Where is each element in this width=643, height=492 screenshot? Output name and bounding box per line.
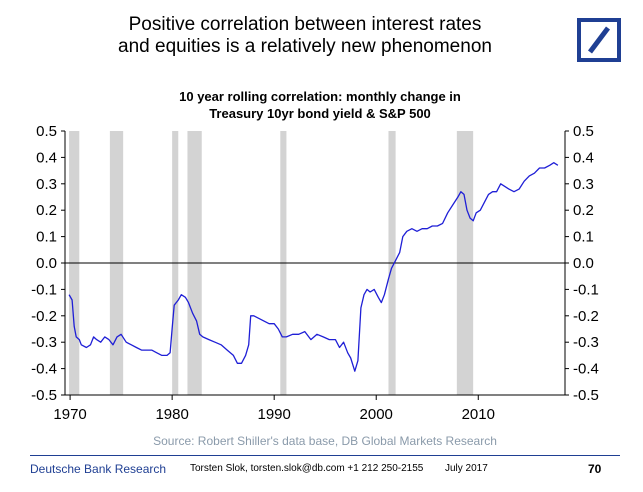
y-tick-label-left-1: 0.4 — [36, 149, 57, 166]
x-tick-label-1: 1980 — [155, 406, 188, 423]
y-tick-label-left-10: -0.5 — [31, 387, 57, 404]
x-tick-label-0: 1970 — [53, 406, 86, 423]
page-number: 70 — [588, 462, 602, 476]
footer-contact: Torsten Slok, torsten.slok@db.com +1 212… — [190, 463, 424, 474]
logo-slash — [588, 26, 610, 54]
chart-title-line-2: Treasury 10yr bond yield & S&P 500 — [209, 106, 431, 121]
y-tick-label-right-7: -0.2 — [573, 308, 599, 325]
y-tick-label-left-0: 0.5 — [36, 123, 57, 140]
y-tick-label-right-2: 0.3 — [573, 176, 594, 193]
series-line-0 — [68, 162, 559, 372]
y-tick-label-right-6: -0.1 — [573, 281, 599, 298]
y-tick-label-left-7: -0.2 — [31, 308, 57, 325]
chart-title: 10 year rolling correlation: monthly cha… — [90, 88, 550, 122]
y-tick-label-right-10: -0.5 — [573, 387, 599, 404]
source-note: Source: Robert Shiller's data base, DB G… — [153, 434, 497, 448]
headline-line-1: Positive correlation between interest ra… — [128, 14, 482, 35]
logo-frame — [577, 18, 621, 62]
y-tick-label-right-8: -0.3 — [573, 334, 599, 351]
footer-date: July 2017 — [445, 463, 488, 474]
y-tick-label-left-8: -0.3 — [31, 334, 57, 351]
y-tick-label-left-5: 0.0 — [36, 255, 57, 272]
x-tick-label-4: 2010 — [462, 406, 495, 423]
y-tick-label-right-5: 0.0 — [573, 255, 594, 272]
deutsche-bank-logo — [577, 18, 621, 62]
chart-title-line-1: 10 year rolling correlation: monthly cha… — [179, 89, 461, 104]
y-tick-label-right-3: 0.2 — [573, 202, 594, 219]
y-tick-label-left-3: 0.2 — [36, 202, 57, 219]
y-tick-label-right-9: -0.4 — [573, 361, 599, 378]
y-tick-label-right-4: 0.1 — [573, 229, 594, 246]
y-tick-label-left-9: -0.4 — [31, 361, 57, 378]
y-tick-label-right-0: 0.5 — [573, 123, 594, 140]
headline: Positive correlation between interest ra… — [60, 14, 550, 58]
x-tick-label-3: 2000 — [360, 406, 393, 423]
footer-divider — [30, 455, 620, 456]
y-tick-label-left-2: 0.3 — [36, 176, 57, 193]
y-tick-label-left-6: -0.1 — [31, 281, 57, 298]
y-tick-label-left-4: 0.1 — [36, 229, 57, 246]
correlation-chart: 0.5 0.5 0.4 0.4 0.3 0.3 0.2 0.2 0.1 0.1 0.0 0.0 -0.1… — [31, 123, 599, 423]
headline-line-2: and equities is a relatively new phenome… — [118, 36, 492, 57]
y-tick-label-right-1: 0.4 — [573, 149, 594, 166]
x-tick-label-2: 1990 — [257, 406, 290, 423]
footer-brand: Deutsche Bank Research — [30, 462, 167, 476]
